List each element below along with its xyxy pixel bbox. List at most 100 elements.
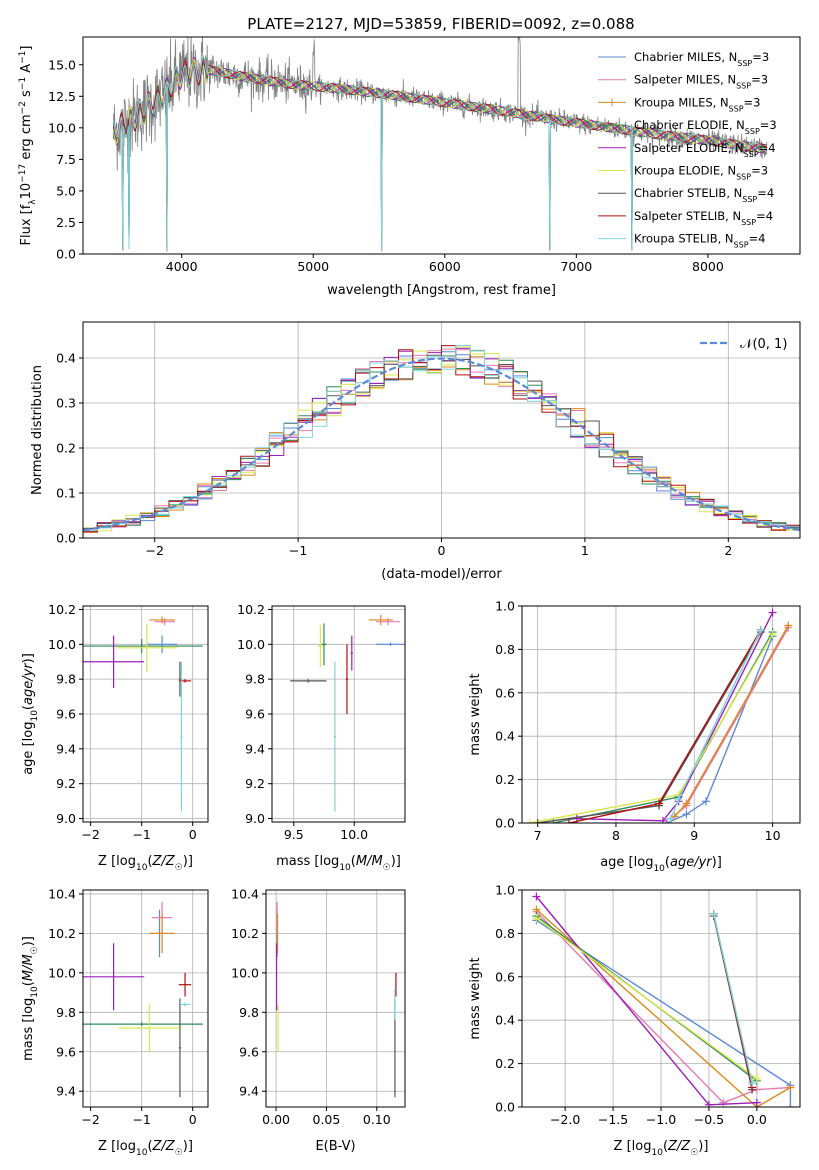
x-tick-label: 6000 bbox=[429, 259, 461, 274]
y-tick-label: 9.4 bbox=[245, 741, 265, 756]
plot-area bbox=[83, 616, 203, 812]
weight-line bbox=[713, 913, 753, 1084]
y-tick-label: 0.8 bbox=[495, 642, 515, 657]
y-tick-label: 9.0 bbox=[245, 811, 265, 826]
weight-marker bbox=[532, 914, 541, 923]
legend-label: Salpeter STELIB, NSSP=4 bbox=[634, 209, 773, 227]
x-tick-label: −2.0 bbox=[550, 1112, 580, 1127]
axes-frame bbox=[82, 889, 209, 1108]
x-axis-label: (data-model)/error bbox=[381, 567, 502, 582]
y-tick-label: 10.2 bbox=[237, 602, 265, 617]
figure-title: PLATE=2127, MJD=53859, FIBERID=0092, z=0… bbox=[247, 15, 634, 33]
weight-series-salpeter-elodie bbox=[572, 608, 777, 823]
x-axis-label: Z [log10(Z/Z☉)] bbox=[98, 1139, 193, 1158]
y-tick-label: 12.5 bbox=[48, 89, 76, 104]
weight-marker bbox=[532, 892, 541, 901]
weight-marker bbox=[756, 625, 765, 634]
x-tick-label: 0.0 bbox=[747, 1112, 767, 1127]
y-tick-label: 1.0 bbox=[495, 883, 515, 898]
legend-label: Kroupa MILES, NSSP=3 bbox=[634, 95, 760, 113]
weight-line bbox=[553, 631, 774, 823]
x-axis-label: mass [log10(M/M☉)] bbox=[276, 854, 401, 873]
legend-label: Chabrier STELIB, NSSP=4 bbox=[634, 186, 774, 204]
weight-series-chabrier-miles bbox=[532, 916, 795, 1107]
weight-marker bbox=[564, 819, 573, 823]
errorbar-chabrier-stelib bbox=[178, 661, 181, 697]
weight-marker bbox=[752, 1098, 761, 1107]
y-tick-label: 0.2 bbox=[56, 441, 76, 456]
weight-marker bbox=[748, 1079, 757, 1088]
weight-series-kroupa-elodie bbox=[525, 630, 777, 823]
errorbar-kroupa-elodie bbox=[317, 625, 323, 667]
x-tick-label: 5000 bbox=[297, 259, 329, 274]
axes-frame bbox=[521, 605, 801, 824]
spectrum-panel: 4000 5000 6000 7000 8000 0.0 2.5 5.0 7.5 10.0 12.5… bbox=[18, 36, 801, 298]
legend: 𝒩(0, 1) bbox=[700, 337, 787, 352]
x-tick-label: 0.05 bbox=[313, 1112, 341, 1127]
y-tick-label: 9.8 bbox=[245, 672, 265, 687]
grid bbox=[272, 606, 405, 822]
y-tick-label: 0.6 bbox=[495, 969, 515, 984]
weight-marker bbox=[704, 1100, 713, 1107]
y-tick-label: 9.6 bbox=[245, 707, 265, 722]
weight-marker bbox=[702, 797, 711, 806]
weight-marker bbox=[786, 1103, 795, 1107]
grid bbox=[266, 890, 405, 1107]
weight-series-salpeter-miles bbox=[666, 623, 793, 823]
age-vs-metallicity-panel: −2 −1 0 9.0 9.2 9.4 9.6 9.8 10.0 10.2 Z [log10(Z/Z… bbox=[21, 602, 209, 873]
y-tick-label: 10.0 bbox=[48, 120, 76, 135]
y-tick-label: 10.0 bbox=[48, 637, 76, 652]
x-axis-label: wavelength [Angstrom, rest frame] bbox=[327, 283, 556, 298]
weight-line bbox=[535, 908, 791, 1107]
legend-label: Salpeter MILES, NSSP=3 bbox=[634, 73, 768, 91]
y-axis-label: Normed distribution bbox=[30, 365, 45, 495]
weight-marker bbox=[768, 608, 777, 617]
y-tick-label: 15.0 bbox=[48, 57, 76, 72]
x-tick-label: 1 bbox=[581, 543, 589, 558]
y-tick-label: 0.0 bbox=[56, 531, 76, 546]
y-tick-label: 2.5 bbox=[56, 215, 76, 230]
weight-marker bbox=[674, 795, 683, 804]
y-tick-label: 9.4 bbox=[56, 1084, 76, 1099]
model-spectrum-kroupa-elodie bbox=[112, 58, 768, 153]
legend-label: Kroupa ELODIE, NSSP=3 bbox=[634, 164, 768, 182]
weight-marker bbox=[533, 819, 542, 823]
weight-line bbox=[529, 633, 774, 823]
y-axis-label: mass weight bbox=[468, 957, 483, 1039]
errorbar-salpeter-stelib bbox=[345, 644, 349, 714]
y-axis-label: mass weight bbox=[468, 673, 483, 755]
grid bbox=[522, 889, 800, 1108]
legend-label: Kroupa STELIB, NSSP=4 bbox=[634, 232, 765, 250]
errorbar-chabrier-elodie bbox=[83, 639, 203, 654]
axes-frame bbox=[521, 889, 801, 1108]
y-tick-label: 0.2 bbox=[495, 1056, 515, 1071]
x-tick-label: 2 bbox=[724, 543, 732, 558]
y-axis-label: mass [log10(M/M☉)] bbox=[21, 936, 40, 1061]
y-tick-label: 9.6 bbox=[56, 1044, 76, 1059]
weight-vs-age-panel: 7 8 9 10 0.0 0.2 0.4 0.6 0.8 1.0 age [log10(age/yr… bbox=[468, 599, 801, 874]
errorbar-kroupa-miles bbox=[149, 913, 175, 954]
y-tick-label: 0.0 bbox=[56, 247, 76, 262]
y-tick-label: 9.4 bbox=[239, 1084, 259, 1099]
errorbar-salpeter-elodie bbox=[350, 635, 354, 671]
mass-vs-metallicity-panel: −2 −1 0 9.4 9.6 9.8 10.0 10.2 10.4 Z [log10(Z/Z☉)… bbox=[21, 886, 209, 1158]
x-tick-label: 8000 bbox=[692, 259, 724, 274]
y-tick-label: 9.8 bbox=[239, 1005, 259, 1020]
errorbar-kroupa-stelib bbox=[333, 661, 337, 812]
weight-series-salpeter-elodie bbox=[532, 892, 761, 1107]
x-tick-label: −2 bbox=[81, 827, 99, 842]
y-tick-label: 9.6 bbox=[239, 1044, 259, 1059]
y-tick-label: 10.4 bbox=[231, 886, 259, 901]
weight-line bbox=[666, 636, 774, 823]
y-tick-label: 10.4 bbox=[48, 886, 76, 901]
weight-marker bbox=[709, 909, 718, 918]
weight-series-kroupa-elodie bbox=[532, 914, 761, 1083]
y-tick-label: 9.8 bbox=[56, 1005, 76, 1020]
weight-series-kroupa-stelib bbox=[666, 625, 765, 823]
y-tick-label: 10.2 bbox=[231, 926, 259, 941]
y-tick-label: 0.0 bbox=[495, 1100, 515, 1115]
legend-label: Salpeter ELODIE, NSSP=4 bbox=[634, 141, 776, 159]
weight-line bbox=[674, 625, 789, 817]
weight-line bbox=[536, 919, 792, 1107]
x-tick-label: 0.10 bbox=[363, 1112, 391, 1127]
